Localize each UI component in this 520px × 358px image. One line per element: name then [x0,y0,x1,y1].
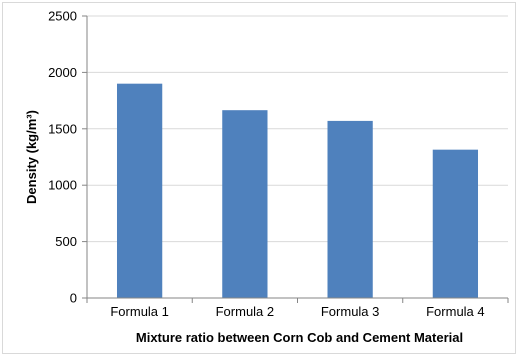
bars [116,83,479,299]
y-tick-label: 0 [70,291,77,306]
y-tick-label: 1000 [48,178,77,193]
y-tick-label: 1500 [48,121,77,136]
x-tick-labels: Formula 1 Formula 2 Formula 3 Formula 4 [86,298,509,319]
bar-3 [327,120,373,299]
x-tick-label: Formula 4 [426,304,485,319]
bar-1 [116,83,163,299]
y-tick-labels: 0 500 1000 1500 2000 2500 [48,9,87,306]
y-tick-label: 500 [55,234,77,249]
x-tick-label: Formula 2 [216,304,275,319]
y-tick-label: 2000 [48,65,77,80]
bar-4 [432,149,479,298]
x-tick-label: Formula 3 [321,304,380,319]
x-axis-title: Mixture ratio between Corn Cob and Cemen… [136,330,463,345]
bar-2 [222,110,268,298]
x-tick-label: Formula 1 [110,304,169,319]
y-axis-title: Density (kg/m³) [24,110,39,204]
y-tick-label: 2500 [48,9,77,24]
